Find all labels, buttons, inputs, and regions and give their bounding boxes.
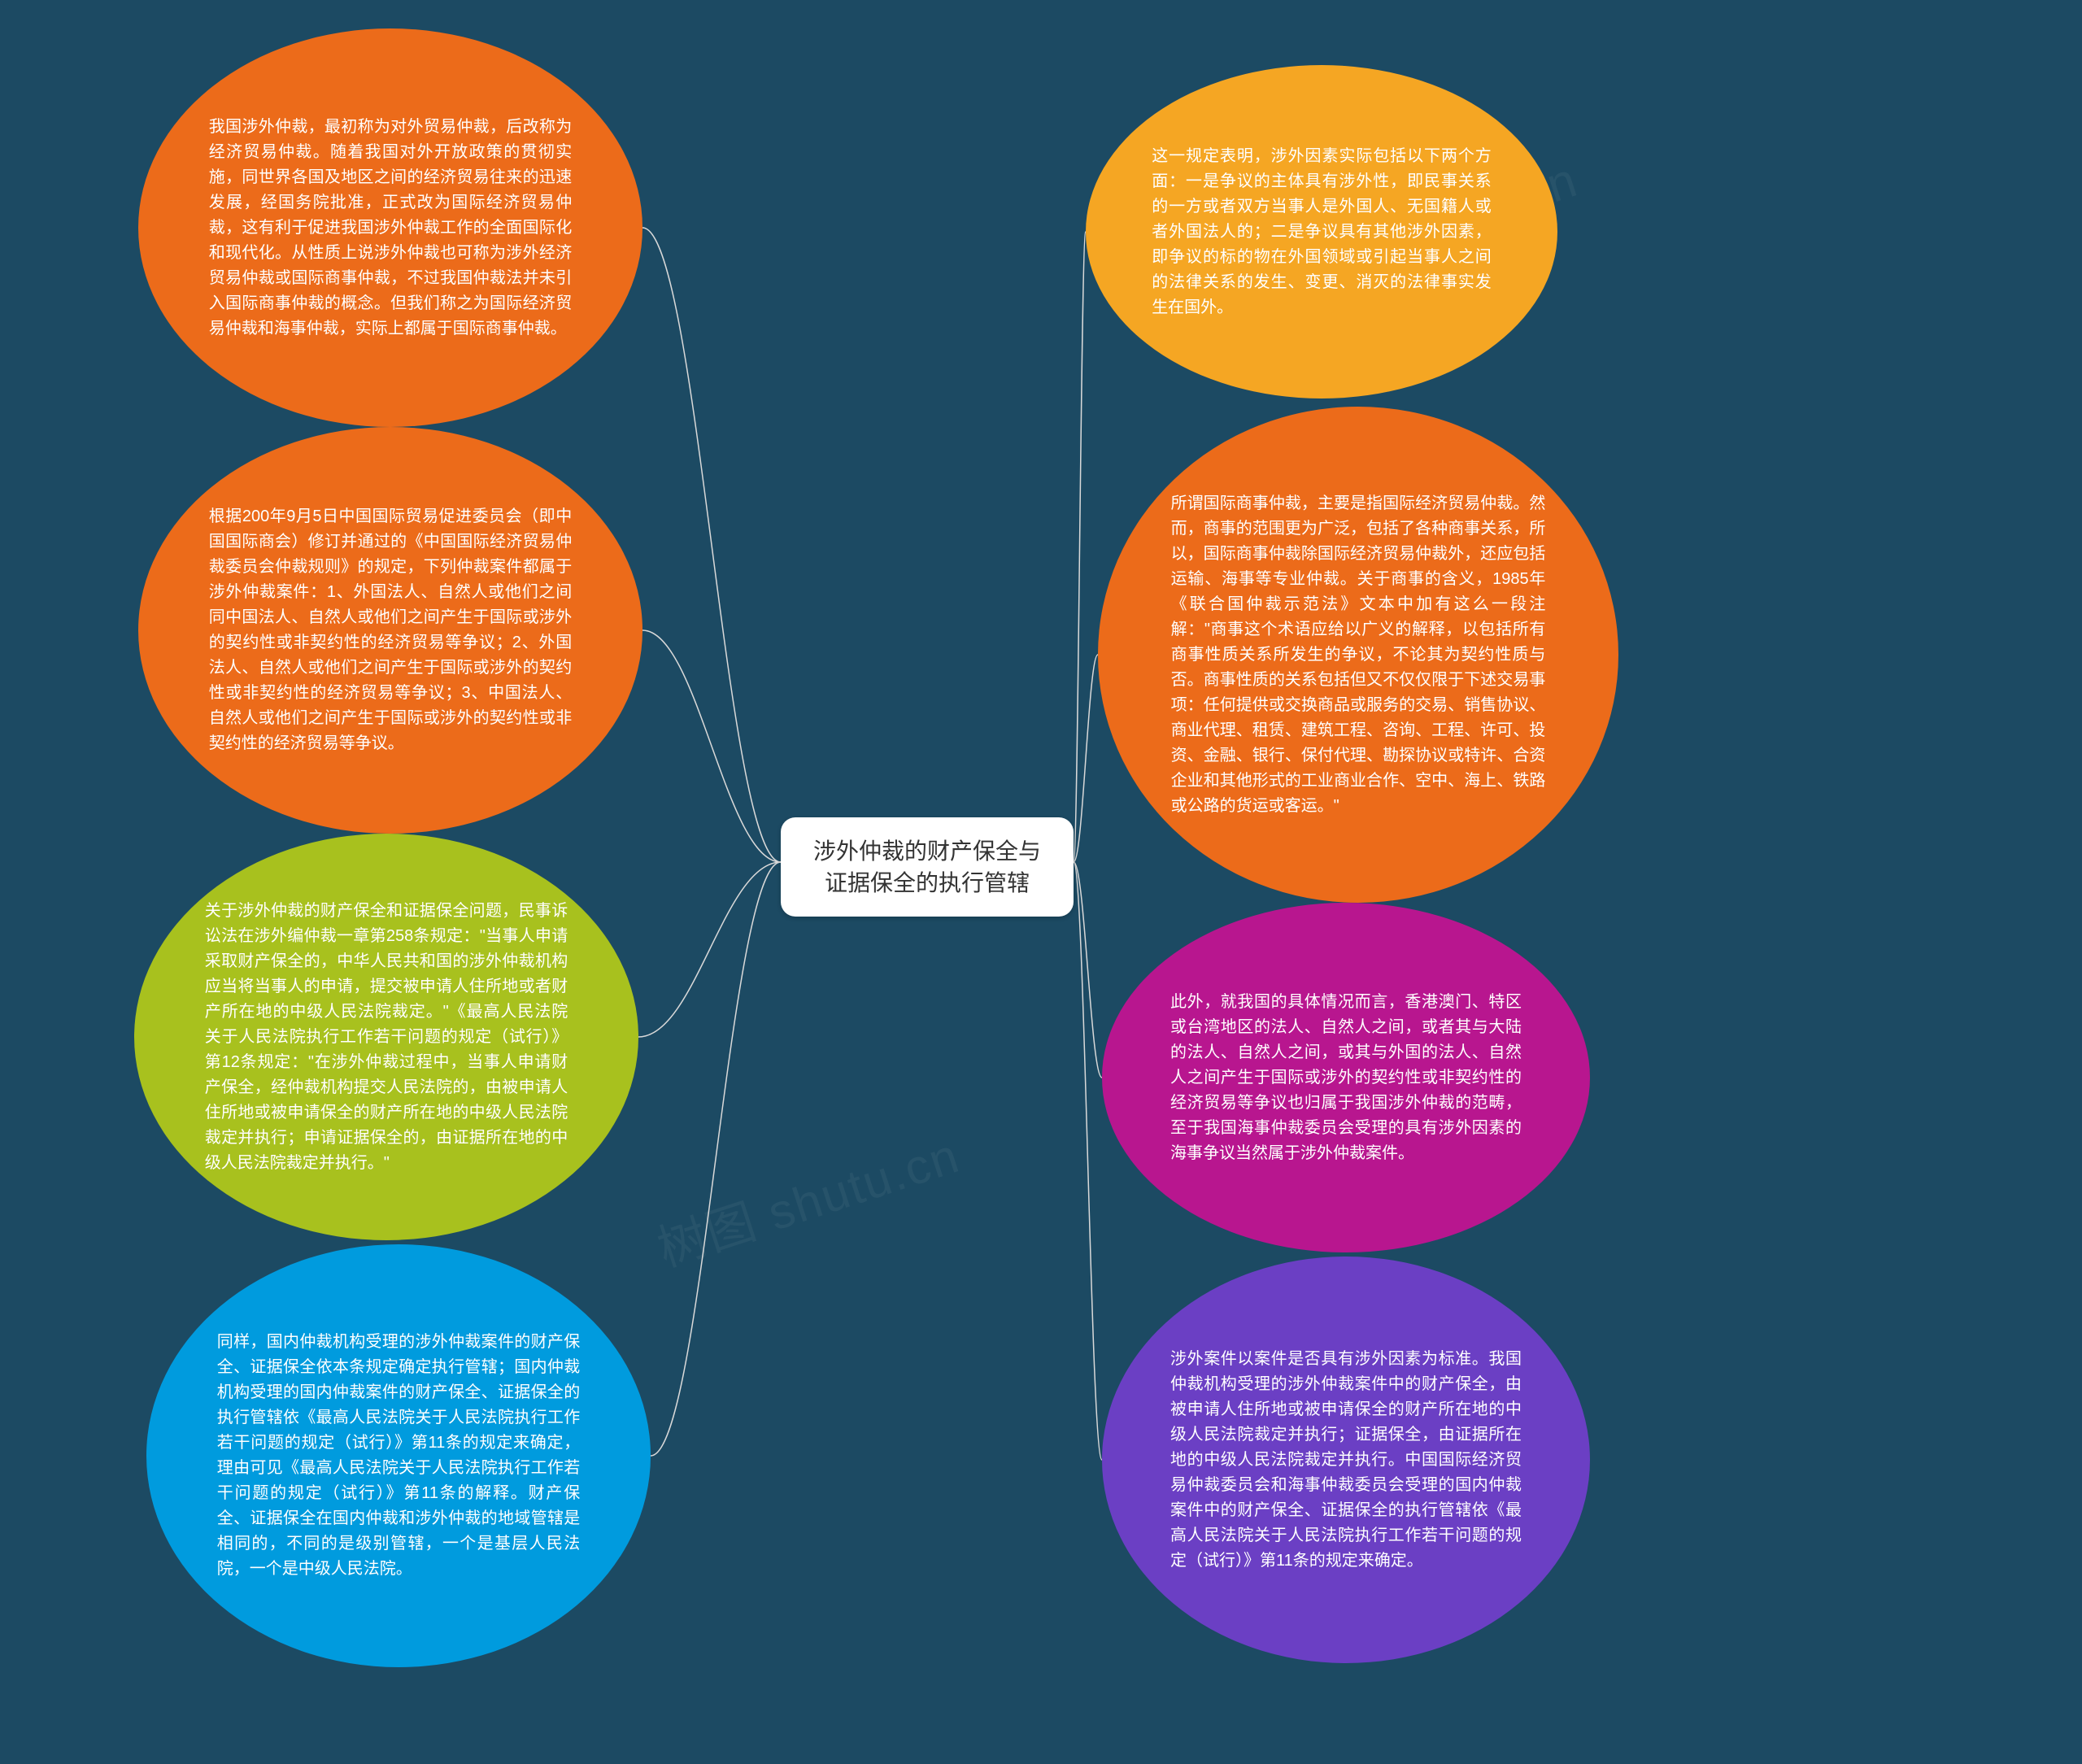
node-r1-text: 这一规定表明，涉外因素实际包括以下两个方面：一是争议的主体具有涉外性，即民事关系… xyxy=(1086,144,1557,320)
node-l2-text: 根据200年9月5日中国国际贸易促进委员会（即中国国际商会）修订并通过的《中国国… xyxy=(138,504,642,756)
edge-l3 xyxy=(638,862,781,1037)
edge-l4 xyxy=(651,862,781,1456)
node-r4-text: 涉外案件以案件是否具有涉外因素为标准。我国仲裁机构受理的涉外仲裁案件中的财产保全… xyxy=(1102,1347,1590,1574)
edge-r3 xyxy=(1074,862,1102,1078)
edge-r2 xyxy=(1074,655,1098,862)
node-l3[interactable]: 关于涉外仲裁的财产保全和证据保全问题，民事诉讼法在涉外编仲裁一章第258条规定：… xyxy=(134,834,638,1240)
node-l4[interactable]: 同样，国内仲裁机构受理的涉外仲裁案件的财产保全、证据保全依本条规定确定执行管辖；… xyxy=(146,1244,651,1667)
edge-l2 xyxy=(642,630,781,862)
edge-r4 xyxy=(1074,862,1102,1460)
node-l1[interactable]: 我国涉外仲裁，最初称为对外贸易仲裁，后改称为经济贸易仲裁。随着我国对外开放政策的… xyxy=(138,28,642,427)
node-r3[interactable]: 此外，就我国的具体情况而言，香港澳门、特区或台湾地区的法人、自然人之间，或者其与… xyxy=(1102,903,1590,1252)
node-r2[interactable]: 所谓国际商事仲裁，主要是指国际经济贸易仲裁。然而，商事的范围更为广泛，包括了各种… xyxy=(1098,407,1618,903)
node-r3-text: 此外，就我国的具体情况而言，香港澳门、特区或台湾地区的法人、自然人之间，或者其与… xyxy=(1102,990,1590,1166)
node-l3-text: 关于涉外仲裁的财产保全和证据保全问题，民事诉讼法在涉外编仲裁一章第258条规定：… xyxy=(134,899,638,1176)
watermark: 树图 shutu.cn xyxy=(647,1117,968,1281)
center-node[interactable]: 涉外仲裁的财产保全与证据保全的执行管辖 xyxy=(781,817,1074,917)
edge-l1 xyxy=(642,228,781,862)
edge-r1 xyxy=(1074,232,1086,862)
node-l2[interactable]: 根据200年9月5日中国国际贸易促进委员会（即中国国际商会）修订并通过的《中国国… xyxy=(138,427,642,834)
node-r4[interactable]: 涉外案件以案件是否具有涉外因素为标准。我国仲裁机构受理的涉外仲裁案件中的财产保全… xyxy=(1102,1257,1590,1663)
node-l1-text: 我国涉外仲裁，最初称为对外贸易仲裁，后改称为经济贸易仲裁。随着我国对外开放政策的… xyxy=(138,115,642,342)
node-l4-text: 同样，国内仲裁机构受理的涉外仲裁案件的财产保全、证据保全依本条规定确定执行管辖；… xyxy=(146,1330,651,1582)
node-r2-text: 所谓国际商事仲裁，主要是指国际经济贸易仲裁。然而，商事的范围更为广泛，包括了各种… xyxy=(1098,491,1618,819)
mindmap-canvas: 涉外仲裁的财产保全与证据保全的执行管辖 树图 shutu.cn树图 shutu.… xyxy=(0,0,2082,1764)
node-r1[interactable]: 这一规定表明，涉外因素实际包括以下两个方面：一是争议的主体具有涉外性，即民事关系… xyxy=(1086,65,1557,399)
